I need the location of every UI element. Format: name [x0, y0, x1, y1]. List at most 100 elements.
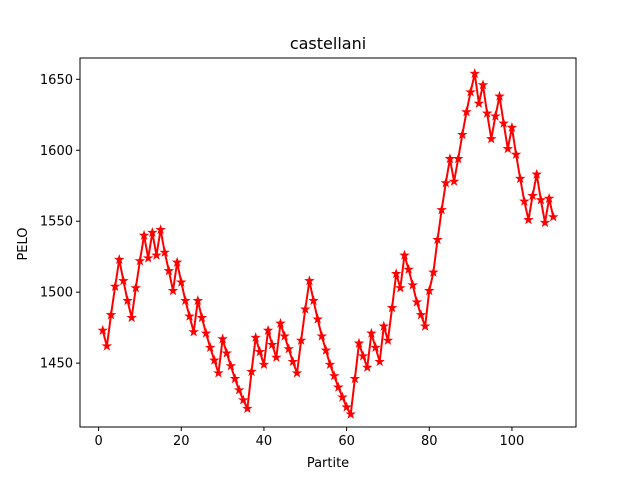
data-point: [531, 168, 542, 179]
data-point: [403, 263, 414, 274]
data-point: [399, 249, 410, 260]
data-point: [151, 249, 162, 260]
data-point: [213, 367, 224, 378]
data-point: [333, 381, 344, 392]
data-point: [167, 285, 179, 296]
data-point: [204, 342, 216, 352]
x-tick-label: 20: [173, 434, 190, 449]
data-point: [242, 403, 253, 414]
data-point: [192, 295, 204, 306]
data-point: [233, 384, 245, 395]
data-point: [535, 194, 547, 205]
data-point: [246, 366, 257, 377]
data-point: [428, 266, 439, 277]
data-point: [291, 367, 303, 378]
data-point: [324, 359, 336, 370]
y-tick-label: 1450: [40, 357, 73, 372]
data-point: [101, 340, 113, 351]
data-point: [159, 246, 170, 257]
data-point: [266, 339, 278, 350]
data-point: [481, 107, 493, 118]
data-point: [312, 313, 323, 324]
series-line: [101, 72, 555, 416]
data-point: [370, 342, 381, 352]
data-point: [477, 79, 489, 90]
data-point: [506, 122, 518, 132]
data-point: [180, 295, 191, 306]
data-point: [188, 326, 199, 337]
y-tick-label: 1550: [40, 215, 73, 230]
data-point: [142, 252, 154, 263]
data-point: [304, 275, 315, 286]
x-tick-label: 40: [256, 434, 273, 449]
data-point: [523, 214, 534, 225]
data-point: [436, 204, 447, 215]
data-point: [279, 330, 290, 341]
data-point: [221, 347, 232, 358]
data-point: [126, 312, 137, 323]
data-point: [287, 356, 299, 367]
data-point: [419, 320, 431, 331]
data-point: [469, 68, 480, 79]
data-point: [122, 295, 133, 306]
y-tick-label: 1600: [40, 144, 73, 159]
data-point: [345, 408, 356, 419]
data-point: [514, 173, 526, 184]
data-point: [176, 276, 187, 287]
data-point: [519, 195, 530, 206]
data-point: [171, 256, 183, 267]
data-point: [349, 373, 361, 384]
data-point: [386, 302, 398, 313]
data-point: [395, 282, 406, 293]
data-point: [543, 192, 555, 203]
y-tick-label: 1500: [40, 286, 73, 301]
data-point: [97, 324, 108, 335]
data-point: [539, 217, 551, 228]
data-point: [411, 296, 423, 307]
data-point: [316, 330, 328, 341]
data-point: [465, 86, 476, 97]
data-point: [362, 361, 373, 372]
data-point: [300, 303, 311, 314]
data-point: [308, 295, 319, 306]
data-point: [366, 327, 377, 338]
data-point: [225, 360, 237, 371]
data-point: [250, 332, 261, 343]
data-point: [295, 334, 307, 345]
data-point: [105, 309, 117, 320]
data-point: [200, 327, 212, 338]
data-point: [374, 356, 385, 367]
data-point: [275, 317, 286, 328]
data-point: [461, 106, 472, 117]
data-point: [357, 350, 369, 361]
data-point: [328, 370, 340, 381]
data-point: [432, 234, 443, 245]
data-point: [527, 190, 538, 201]
data-point: [494, 90, 505, 101]
data-point: [130, 282, 142, 293]
data-point: [502, 143, 514, 154]
data-point: [258, 359, 270, 370]
data-point: [262, 324, 274, 335]
data-point: [390, 268, 402, 279]
data-point: [238, 394, 249, 405]
plot-area: 0 20 40 60 80 100 1450 1500 1550 1600 1650: [40, 57, 577, 449]
data-point: [448, 175, 460, 186]
data-point: [155, 224, 166, 235]
data-point: [134, 255, 146, 266]
data-point: [407, 279, 418, 290]
data-point: [415, 309, 427, 320]
data-point: [457, 129, 468, 140]
data-point: [254, 346, 266, 357]
data-point: [147, 227, 158, 238]
data-point: [382, 334, 394, 345]
data-point: [114, 254, 125, 264]
data-point: [320, 344, 332, 355]
data-point: [473, 97, 485, 108]
data-point: [337, 391, 348, 402]
data-point: [490, 110, 501, 121]
x-tick-label: 60: [338, 434, 355, 449]
data-point: [378, 320, 390, 331]
data-point: [548, 211, 559, 222]
